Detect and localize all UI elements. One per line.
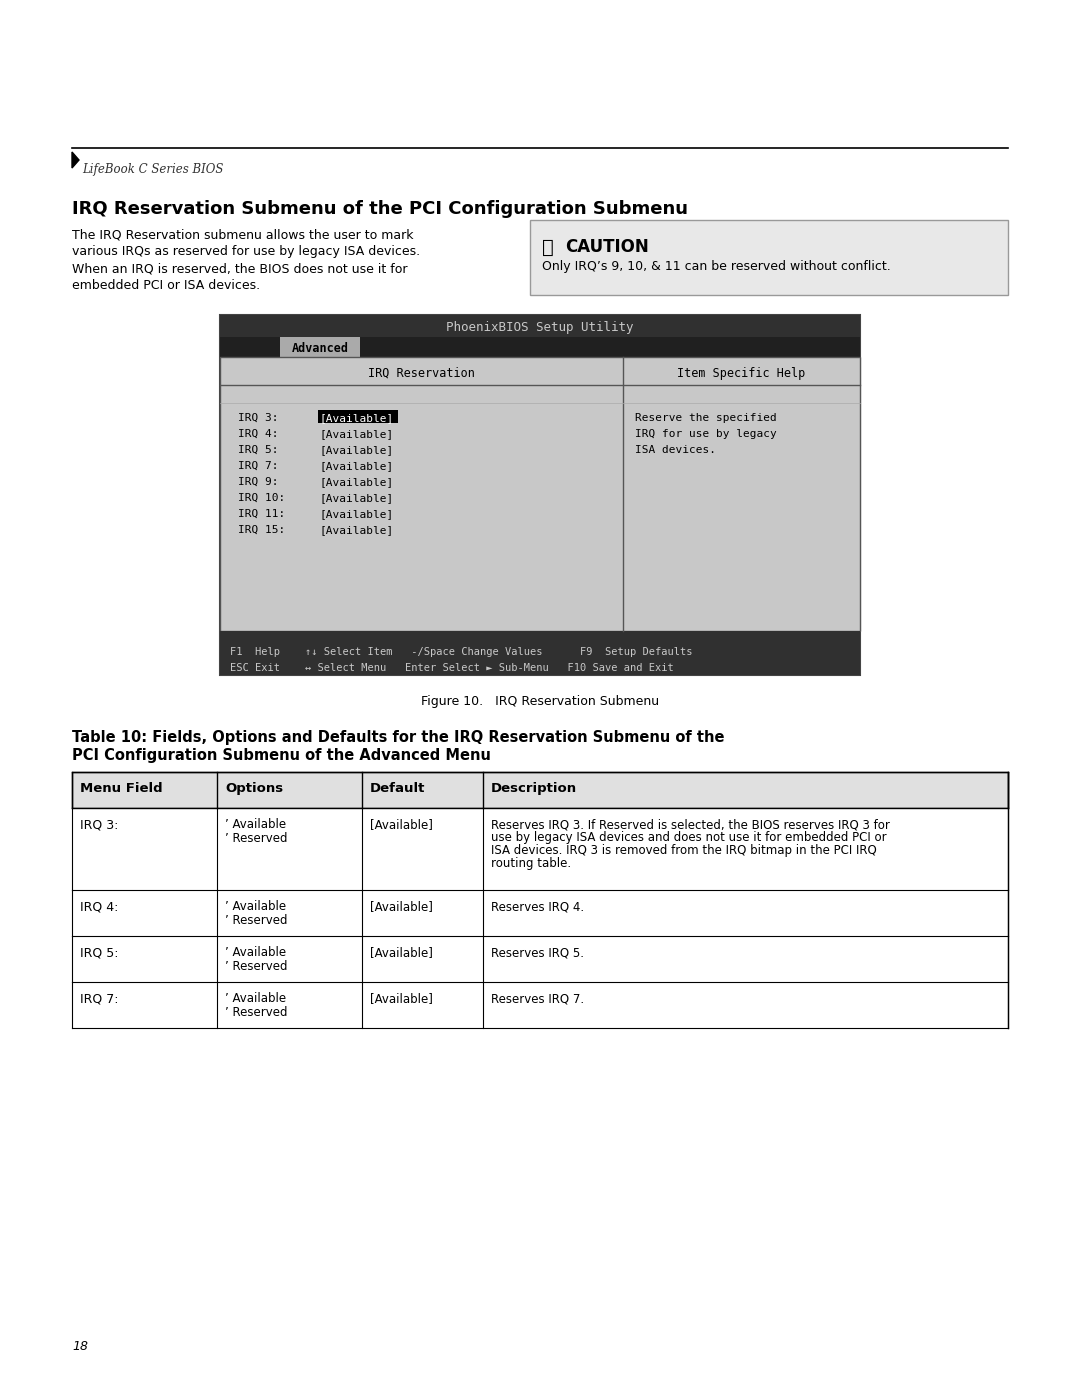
- Text: Only IRQ’s 9, 10, & 11 can be reserved without conflict.: Only IRQ’s 9, 10, & 11 can be reserved w…: [542, 260, 891, 272]
- Text: [Available]: [Available]: [320, 461, 394, 471]
- Text: IRQ 10:: IRQ 10:: [238, 493, 285, 503]
- Text: Description: Description: [491, 782, 577, 795]
- Text: Item Specific Help: Item Specific Help: [677, 366, 806, 380]
- Text: [Available]: [Available]: [370, 946, 433, 958]
- Text: IRQ 9:: IRQ 9:: [238, 476, 279, 488]
- FancyBboxPatch shape: [318, 409, 399, 423]
- Text: IRQ 7:: IRQ 7:: [80, 992, 119, 1004]
- Text: ISA devices.: ISA devices.: [635, 446, 716, 455]
- Text: Table 10: Fields, Options and Defaults for the IRQ Reservation Submenu of the: Table 10: Fields, Options and Defaults f…: [72, 731, 725, 745]
- Text: Reserves IRQ 5.: Reserves IRQ 5.: [491, 946, 584, 958]
- Text: use by legacy ISA devices and does not use it for embedded PCI or: use by legacy ISA devices and does not u…: [491, 831, 887, 844]
- Text: 18: 18: [72, 1340, 87, 1354]
- FancyBboxPatch shape: [220, 337, 860, 358]
- Text: When an IRQ is reserved, the BIOS does not use it for: When an IRQ is reserved, the BIOS does n…: [72, 263, 407, 275]
- Text: IRQ 4:: IRQ 4:: [238, 429, 279, 439]
- Text: routing table.: routing table.: [491, 856, 571, 870]
- Text: [Available]: [Available]: [320, 429, 394, 439]
- Text: Options: Options: [225, 782, 283, 795]
- Text: ’ Reserved: ’ Reserved: [225, 1006, 287, 1018]
- FancyBboxPatch shape: [280, 337, 360, 358]
- Text: PCI Configuration Submenu of the Advanced Menu: PCI Configuration Submenu of the Advance…: [72, 747, 491, 763]
- Text: ISA devices. IRQ 3 is removed from the IRQ bitmap in the PCI IRQ: ISA devices. IRQ 3 is removed from the I…: [491, 844, 877, 856]
- Text: ESC Exit    ↔ Select Menu   Enter Select ► Sub-Menu   F10 Save and Exit: ESC Exit ↔ Select Menu Enter Select ► Su…: [230, 664, 674, 673]
- Text: IRQ Reservation Submenu of the PCI Configuration Submenu: IRQ Reservation Submenu of the PCI Confi…: [72, 200, 688, 218]
- FancyBboxPatch shape: [72, 807, 1008, 890]
- Text: IRQ 5:: IRQ 5:: [80, 946, 119, 958]
- Text: [Available]: [Available]: [320, 414, 394, 423]
- Text: ’ Available: ’ Available: [225, 819, 286, 831]
- FancyBboxPatch shape: [220, 358, 860, 631]
- FancyBboxPatch shape: [220, 314, 860, 675]
- Text: IRQ Reservation: IRQ Reservation: [368, 366, 475, 380]
- Text: [Available]: [Available]: [320, 493, 394, 503]
- Text: PhoenixBIOS Setup Utility: PhoenixBIOS Setup Utility: [446, 321, 634, 334]
- Text: ’ Reserved: ’ Reserved: [225, 960, 287, 972]
- Text: CAUTION: CAUTION: [565, 237, 649, 256]
- Text: The IRQ Reservation submenu allows the user to mark: The IRQ Reservation submenu allows the u…: [72, 228, 414, 242]
- Polygon shape: [72, 152, 79, 168]
- FancyBboxPatch shape: [72, 936, 1008, 982]
- Text: IRQ 3:: IRQ 3:: [80, 819, 119, 831]
- FancyBboxPatch shape: [72, 982, 1008, 1028]
- Text: IRQ for use by legacy: IRQ for use by legacy: [635, 429, 777, 439]
- Text: Reserves IRQ 4.: Reserves IRQ 4.: [491, 900, 584, 914]
- Text: Reserves IRQ 7.: Reserves IRQ 7.: [491, 992, 584, 1004]
- Text: Menu Field: Menu Field: [80, 782, 163, 795]
- Text: IRQ 5:: IRQ 5:: [238, 446, 279, 455]
- Text: [Available]: [Available]: [370, 900, 433, 914]
- Text: embedded PCI or ISA devices.: embedded PCI or ISA devices.: [72, 279, 260, 292]
- Text: Figure 10.   IRQ Reservation Submenu: Figure 10. IRQ Reservation Submenu: [421, 694, 659, 708]
- Text: IRQ 3:: IRQ 3:: [238, 414, 279, 423]
- Text: ’ Reserved: ’ Reserved: [225, 914, 287, 928]
- Text: Reserves IRQ 3. If Reserved is selected, the BIOS reserves IRQ 3 for: Reserves IRQ 3. If Reserved is selected,…: [491, 819, 890, 831]
- Text: ’ Reserved: ’ Reserved: [225, 833, 287, 845]
- Text: Default: Default: [370, 782, 426, 795]
- Text: [Available]: [Available]: [320, 509, 394, 520]
- Text: [Available]: [Available]: [370, 819, 433, 831]
- Text: [Available]: [Available]: [370, 992, 433, 1004]
- FancyBboxPatch shape: [72, 890, 1008, 936]
- Text: [Available]: [Available]: [320, 525, 394, 535]
- FancyBboxPatch shape: [220, 314, 860, 337]
- Text: ’ Available: ’ Available: [225, 992, 286, 1004]
- Text: F1  Help    ↑↓ Select Item   -/Space Change Values      F9  Setup Defaults: F1 Help ↑↓ Select Item -/Space Change Va…: [230, 647, 692, 657]
- Text: IRQ 11:: IRQ 11:: [238, 509, 285, 520]
- Text: LifeBook C Series BIOS: LifeBook C Series BIOS: [82, 163, 224, 176]
- Text: various IRQs as reserved for use by legacy ISA devices.: various IRQs as reserved for use by lega…: [72, 244, 420, 258]
- Text: IRQ 7:: IRQ 7:: [238, 461, 279, 471]
- Text: ’ Available: ’ Available: [225, 900, 286, 914]
- Text: Advanced: Advanced: [292, 341, 349, 355]
- Text: [Available]: [Available]: [320, 476, 394, 488]
- Text: Reserve the specified: Reserve the specified: [635, 414, 777, 423]
- Text: 🔥: 🔥: [542, 237, 554, 257]
- Text: ’ Available: ’ Available: [225, 946, 286, 958]
- FancyBboxPatch shape: [530, 219, 1008, 295]
- Text: [Available]: [Available]: [320, 446, 394, 455]
- Text: IRQ 15:: IRQ 15:: [238, 525, 285, 535]
- FancyBboxPatch shape: [220, 631, 860, 675]
- Text: IRQ 4:: IRQ 4:: [80, 900, 119, 914]
- FancyBboxPatch shape: [72, 773, 1008, 807]
